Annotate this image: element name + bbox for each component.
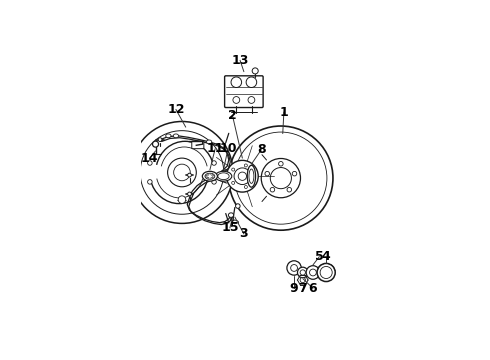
Circle shape — [188, 173, 192, 177]
Circle shape — [173, 164, 190, 181]
Ellipse shape — [249, 169, 254, 183]
Text: 7: 7 — [298, 282, 307, 295]
Circle shape — [248, 96, 255, 103]
Circle shape — [236, 204, 240, 208]
Circle shape — [233, 96, 240, 103]
Text: 13: 13 — [231, 54, 249, 67]
Text: 10: 10 — [219, 142, 237, 155]
Circle shape — [133, 159, 138, 165]
Circle shape — [270, 188, 275, 192]
Ellipse shape — [202, 171, 218, 181]
Ellipse shape — [173, 134, 178, 138]
Circle shape — [178, 196, 186, 203]
Circle shape — [213, 175, 215, 177]
Circle shape — [252, 175, 255, 178]
Text: 14: 14 — [141, 152, 158, 165]
Circle shape — [292, 171, 297, 176]
Text: 12: 12 — [167, 103, 185, 116]
Ellipse shape — [166, 134, 171, 138]
Circle shape — [279, 162, 283, 166]
Ellipse shape — [215, 171, 232, 181]
Circle shape — [297, 267, 308, 278]
Ellipse shape — [205, 173, 215, 179]
Circle shape — [246, 77, 257, 87]
Circle shape — [232, 181, 235, 184]
Circle shape — [300, 278, 305, 283]
Circle shape — [140, 131, 224, 214]
Text: 5: 5 — [315, 250, 324, 263]
Text: 4: 4 — [322, 250, 331, 263]
Circle shape — [226, 160, 258, 192]
Circle shape — [168, 158, 196, 187]
Circle shape — [300, 270, 305, 275]
Text: 3: 3 — [240, 228, 248, 240]
Circle shape — [265, 171, 270, 176]
Ellipse shape — [206, 140, 212, 144]
Circle shape — [212, 180, 216, 184]
Circle shape — [133, 180, 138, 186]
Text: 2: 2 — [228, 109, 237, 122]
Circle shape — [238, 172, 246, 180]
Text: 8: 8 — [257, 143, 266, 156]
Circle shape — [261, 158, 300, 198]
Circle shape — [211, 177, 213, 179]
Circle shape — [229, 126, 333, 230]
Ellipse shape — [228, 213, 234, 217]
Circle shape — [147, 161, 152, 165]
Circle shape — [245, 185, 247, 189]
FancyBboxPatch shape — [192, 141, 204, 149]
Circle shape — [234, 168, 251, 185]
Circle shape — [158, 138, 162, 141]
Circle shape — [291, 265, 297, 271]
Circle shape — [207, 173, 209, 175]
Circle shape — [207, 177, 209, 179]
Circle shape — [188, 192, 192, 196]
Text: 1: 1 — [279, 105, 288, 118]
Circle shape — [320, 266, 332, 279]
Circle shape — [133, 170, 138, 175]
FancyBboxPatch shape — [224, 76, 263, 108]
Circle shape — [270, 167, 292, 189]
Ellipse shape — [247, 165, 256, 187]
Circle shape — [317, 264, 335, 282]
Text: 11: 11 — [206, 142, 224, 155]
Circle shape — [287, 188, 292, 192]
Circle shape — [232, 168, 235, 171]
Text: 15: 15 — [221, 221, 239, 234]
Text: 9: 9 — [290, 282, 298, 295]
Text: 6: 6 — [309, 282, 317, 295]
Circle shape — [212, 161, 216, 165]
Circle shape — [231, 77, 242, 87]
Circle shape — [211, 173, 213, 175]
Circle shape — [147, 180, 152, 184]
Ellipse shape — [218, 173, 229, 180]
Circle shape — [287, 261, 301, 275]
Circle shape — [306, 266, 320, 279]
Circle shape — [252, 68, 258, 74]
Circle shape — [152, 141, 159, 147]
Circle shape — [245, 164, 247, 167]
Circle shape — [131, 121, 233, 224]
Circle shape — [205, 175, 207, 177]
Circle shape — [310, 269, 317, 276]
